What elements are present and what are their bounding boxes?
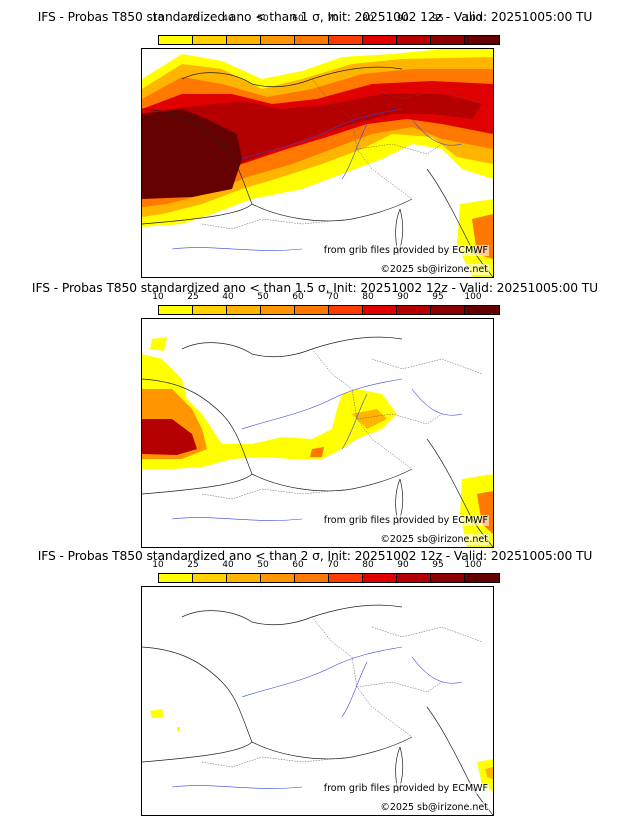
- legend-label: 90: [397, 292, 409, 302]
- probability-field: [142, 49, 493, 277]
- legend-swatch: [227, 306, 261, 314]
- legend-label: 80: [362, 292, 374, 302]
- legend-swatch: [193, 574, 227, 582]
- probability-field: [142, 337, 493, 547]
- legend-label: 10: [152, 560, 164, 570]
- legend-label: 10: [152, 292, 164, 302]
- legend-label: 25: [187, 292, 199, 302]
- legend-swatch: [465, 574, 499, 582]
- legend-swatch: [329, 36, 363, 44]
- legend-swatch: [295, 306, 329, 314]
- legend-swatch: [397, 36, 431, 44]
- legend-label: 60: [292, 14, 304, 24]
- legend-swatch: [329, 306, 363, 314]
- legend-swatch: [261, 574, 295, 582]
- legend-swatch: [397, 306, 431, 314]
- color-scale-bar: [158, 305, 500, 315]
- legend-label: 50: [257, 14, 269, 24]
- map-svg: [142, 604, 493, 815]
- legend-label: 25: [187, 14, 199, 24]
- legend-swatch: [159, 306, 193, 314]
- copyright-credit: ©2025 sb@irizone.net: [379, 264, 489, 275]
- legend-label: 80: [362, 560, 374, 570]
- legend-swatch: [431, 36, 465, 44]
- rivers: [171, 108, 463, 251]
- legend-label: 60: [292, 292, 304, 302]
- legend-label: 25: [187, 560, 199, 570]
- rivers: [171, 646, 463, 789]
- copyright-credit: ©2025 sb@irizone.net: [379, 802, 489, 813]
- country-borders: [201, 78, 483, 230]
- legend-swatch: [193, 36, 227, 44]
- rivers: [171, 378, 463, 521]
- probability-map: from grib files provided by ECMWF ©2025 …: [141, 586, 494, 816]
- legend-swatch: [363, 306, 397, 314]
- legend-label: 95: [432, 560, 444, 570]
- legend-label: 100: [464, 560, 482, 570]
- legend-swatch: [159, 574, 193, 582]
- panel-title: IFS - Probas T850 standardized ano < tha…: [31, 281, 599, 295]
- legend-swatch: [363, 574, 397, 582]
- legend-label: 40: [222, 14, 234, 24]
- panel-title: IFS - Probas T850 standardized ano < tha…: [37, 549, 593, 563]
- legend-label: 70: [327, 14, 339, 24]
- data-source-credit: from grib files provided by ECMWF: [322, 783, 489, 794]
- map-panel-1: IFS - Probas T850 standardized ano < tha…: [0, 0, 630, 278]
- legend-swatch: [431, 574, 465, 582]
- legend-swatch: [227, 574, 261, 582]
- map-panel-2: IFS - Probas T850 standardized ano < tha…: [0, 278, 630, 548]
- probability-field: [150, 709, 493, 792]
- legend-swatch: [193, 306, 227, 314]
- legend-label: 50: [257, 560, 269, 570]
- legend-label: 90: [397, 560, 409, 570]
- legend-label: 100: [464, 292, 482, 302]
- legend-swatch: [465, 36, 499, 44]
- country-borders: [201, 616, 483, 768]
- probability-map: from grib files provided by ECMWF ©2025 …: [141, 318, 494, 548]
- legend-swatch: [261, 36, 295, 44]
- country-borders: [201, 348, 483, 500]
- legend-label: 40: [222, 560, 234, 570]
- legend-swatch: [465, 306, 499, 314]
- legend-swatch: [159, 36, 193, 44]
- legend-swatch: [363, 36, 397, 44]
- legend-swatch: [295, 36, 329, 44]
- legend-label: 80: [362, 14, 374, 24]
- map-panel-3: IFS - Probas T850 standardized ano < tha…: [0, 546, 630, 826]
- legend-label: 90: [397, 14, 409, 24]
- legend-label: 50: [257, 292, 269, 302]
- legend-label: 60: [292, 560, 304, 570]
- legend-label: 70: [327, 292, 339, 302]
- legend-swatch: [261, 306, 295, 314]
- legend-label: 10: [152, 14, 164, 24]
- legend-label: 95: [432, 292, 444, 302]
- legend-swatch: [431, 306, 465, 314]
- color-scale-bar: [158, 35, 500, 45]
- legend-swatch: [329, 574, 363, 582]
- probability-map: from grib files provided by ECMWF ©2025 …: [141, 48, 494, 278]
- legend-label: 70: [327, 560, 339, 570]
- map-svg: [142, 49, 493, 277]
- legend-swatch: [227, 36, 261, 44]
- legend-label: 40: [222, 292, 234, 302]
- legend-swatch: [295, 574, 329, 582]
- legend-swatch: [397, 574, 431, 582]
- color-scale-bar: [158, 573, 500, 583]
- data-source-credit: from grib files provided by ECMWF: [322, 245, 489, 256]
- map-svg: [142, 336, 493, 547]
- data-source-credit: from grib files provided by ECMWF: [322, 515, 489, 526]
- legend-label: 100: [464, 14, 482, 24]
- panel-title: IFS - Probas T850 standardized ano < tha…: [37, 10, 593, 24]
- legend-label: 95: [432, 14, 444, 24]
- copyright-credit: ©2025 sb@irizone.net: [379, 534, 489, 545]
